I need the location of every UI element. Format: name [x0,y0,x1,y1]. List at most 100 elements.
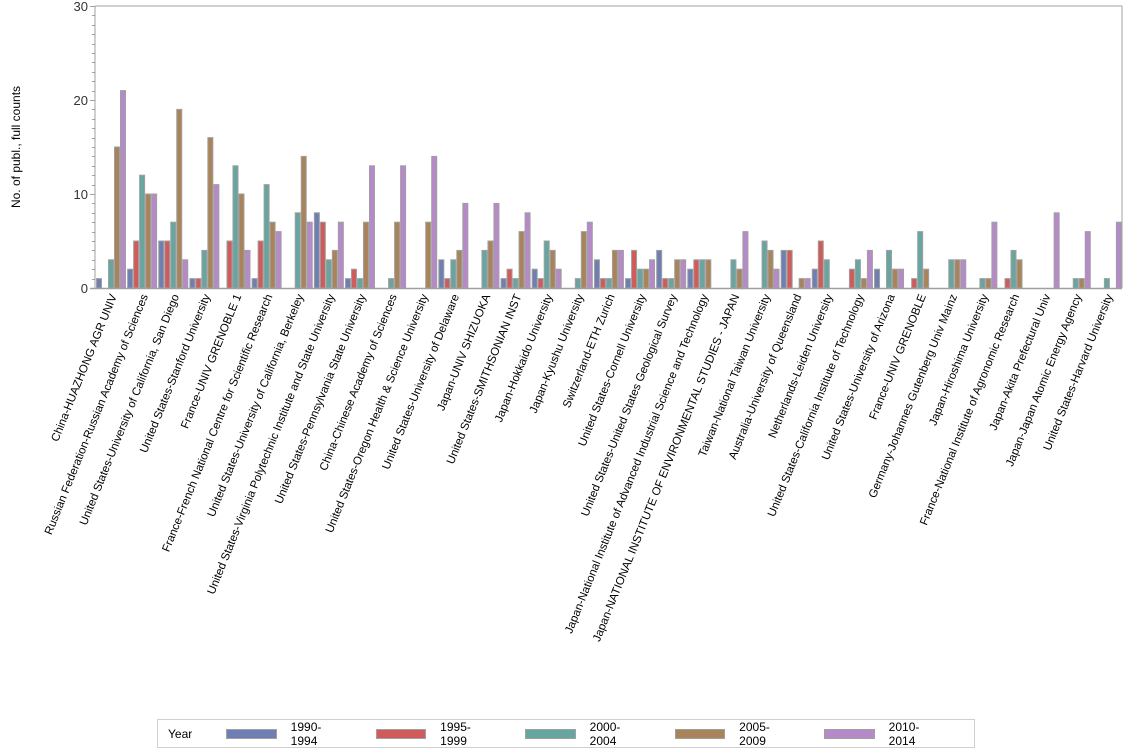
x-tick-label: Japan-Hiroshima University [927,292,991,427]
bar-group [911,231,930,289]
y-axis-title: No. of publ., full counts [9,86,23,208]
bar-2000-2004 [605,278,612,289]
bar-2010-2014 [368,165,375,289]
plot-frame [90,5,1123,290]
bar-2000-2004 [948,259,955,289]
bar-2000-2004 [325,259,332,289]
legend-item: 2010-2014 [824,720,944,748]
x-tick-label: Japan-Hokkaido University [493,292,555,424]
bar-1990-1994 [344,278,351,289]
bar-2010-2014 [586,221,593,289]
bar-2005-2009 [362,221,369,289]
bar-group [687,259,712,289]
bar-2005-2009 [736,268,743,289]
bar-1990-1994 [811,268,818,289]
bar-group [948,259,967,289]
bar-1995-1999 [319,221,326,289]
bar-2010-2014 [431,155,438,289]
bar-1990-1994 [593,259,600,289]
bar-2000-2004 [917,231,924,289]
bar-2010-2014 [213,184,220,289]
legend-item: 2000-2004 [525,720,645,748]
bar-1990-1994 [874,268,881,289]
bar-1990-1994 [189,278,196,289]
legend-item: 2005-2009 [674,720,795,748]
bar-group [656,249,687,289]
bar-group [500,212,531,289]
bar-group [294,155,313,289]
bar-2010-2014 [960,259,967,289]
bar-2005-2009 [954,259,961,289]
bar-2010-2014 [866,249,873,289]
bar-1990-1994 [438,259,445,289]
bar-2010-2014 [306,221,313,289]
bar-2000-2004 [512,278,519,289]
bar-1995-1999 [599,278,606,289]
y-axis: 0 10 20 30 [74,0,95,296]
bar-2005-2009 [269,221,276,289]
bar-2000-2004 [481,249,488,289]
bar-group [158,108,189,289]
bar-group [313,212,344,289]
bar-1990-1994 [313,212,320,289]
bar-2010-2014 [182,259,189,289]
bar-2000-2004 [574,278,581,289]
legend-label: 1990-1994 [290,719,322,748]
x-tick-label: France-UNIV GRENOBLE [868,292,930,421]
bar-2000-2004 [886,249,893,289]
bar-group [438,202,469,289]
legend-label: 2000-2004 [589,719,621,748]
y-tick-label: 0 [81,281,88,296]
bar-2010-2014 [275,231,282,289]
y-tick-label: 20 [74,93,88,108]
bar-group [531,240,562,289]
bar-2005-2009 [300,155,307,289]
legend-title: Year [168,726,193,741]
bar-1990-1994 [656,249,663,289]
bar-2010-2014 [400,165,407,289]
bar-2000-2004 [1010,249,1017,289]
bar-2010-2014 [898,268,905,289]
bar-group [189,137,220,289]
bar-1995-1999 [786,249,793,289]
bar-2005-2009 [674,259,681,289]
bar-2000-2004 [637,268,644,289]
bar-2005-2009 [705,259,712,289]
bar-1995-1999 [444,278,451,289]
bar-group [1053,212,1060,289]
bar-group [226,165,251,289]
bar-2000-2004 [699,259,706,289]
bar-2005-2009 [207,137,214,289]
bar-2000-2004 [201,249,208,289]
bar-2005-2009 [892,268,899,289]
y-tick-label: 30 [74,0,88,14]
bar-1995-1999 [257,240,264,289]
bar-group [1103,221,1122,289]
bar-2000-2004 [668,278,675,289]
bar-2010-2014 [524,212,531,289]
bar-2005-2009 [238,193,245,289]
legend-label: 2010-2014 [888,719,920,748]
bar-2000-2004 [139,174,146,289]
bar-group [344,165,375,289]
bar-2005-2009 [487,240,494,289]
bar-2010-2014 [742,231,749,289]
bar-2010-2014 [493,202,500,289]
bar-group [811,240,830,289]
x-tick-label: France-UNIV GRENOBLE 1 [179,293,244,431]
bar-2000-2004 [730,259,737,289]
bar-2000-2004 [979,278,986,289]
bar-1990-1994 [127,268,134,289]
bar-2000-2004 [1072,278,1079,289]
bar-group [127,174,158,289]
bar-1995-1999 [848,268,855,289]
bar-2010-2014 [462,202,469,289]
bar-2005-2009 [1078,278,1085,289]
bar-1990-1994 [531,268,538,289]
bar-2005-2009 [611,249,618,289]
bar-group [780,249,811,289]
legend-label: 1995-1999 [440,719,471,748]
bar-2005-2009 [425,221,432,289]
bar-1995-1999 [226,240,233,289]
